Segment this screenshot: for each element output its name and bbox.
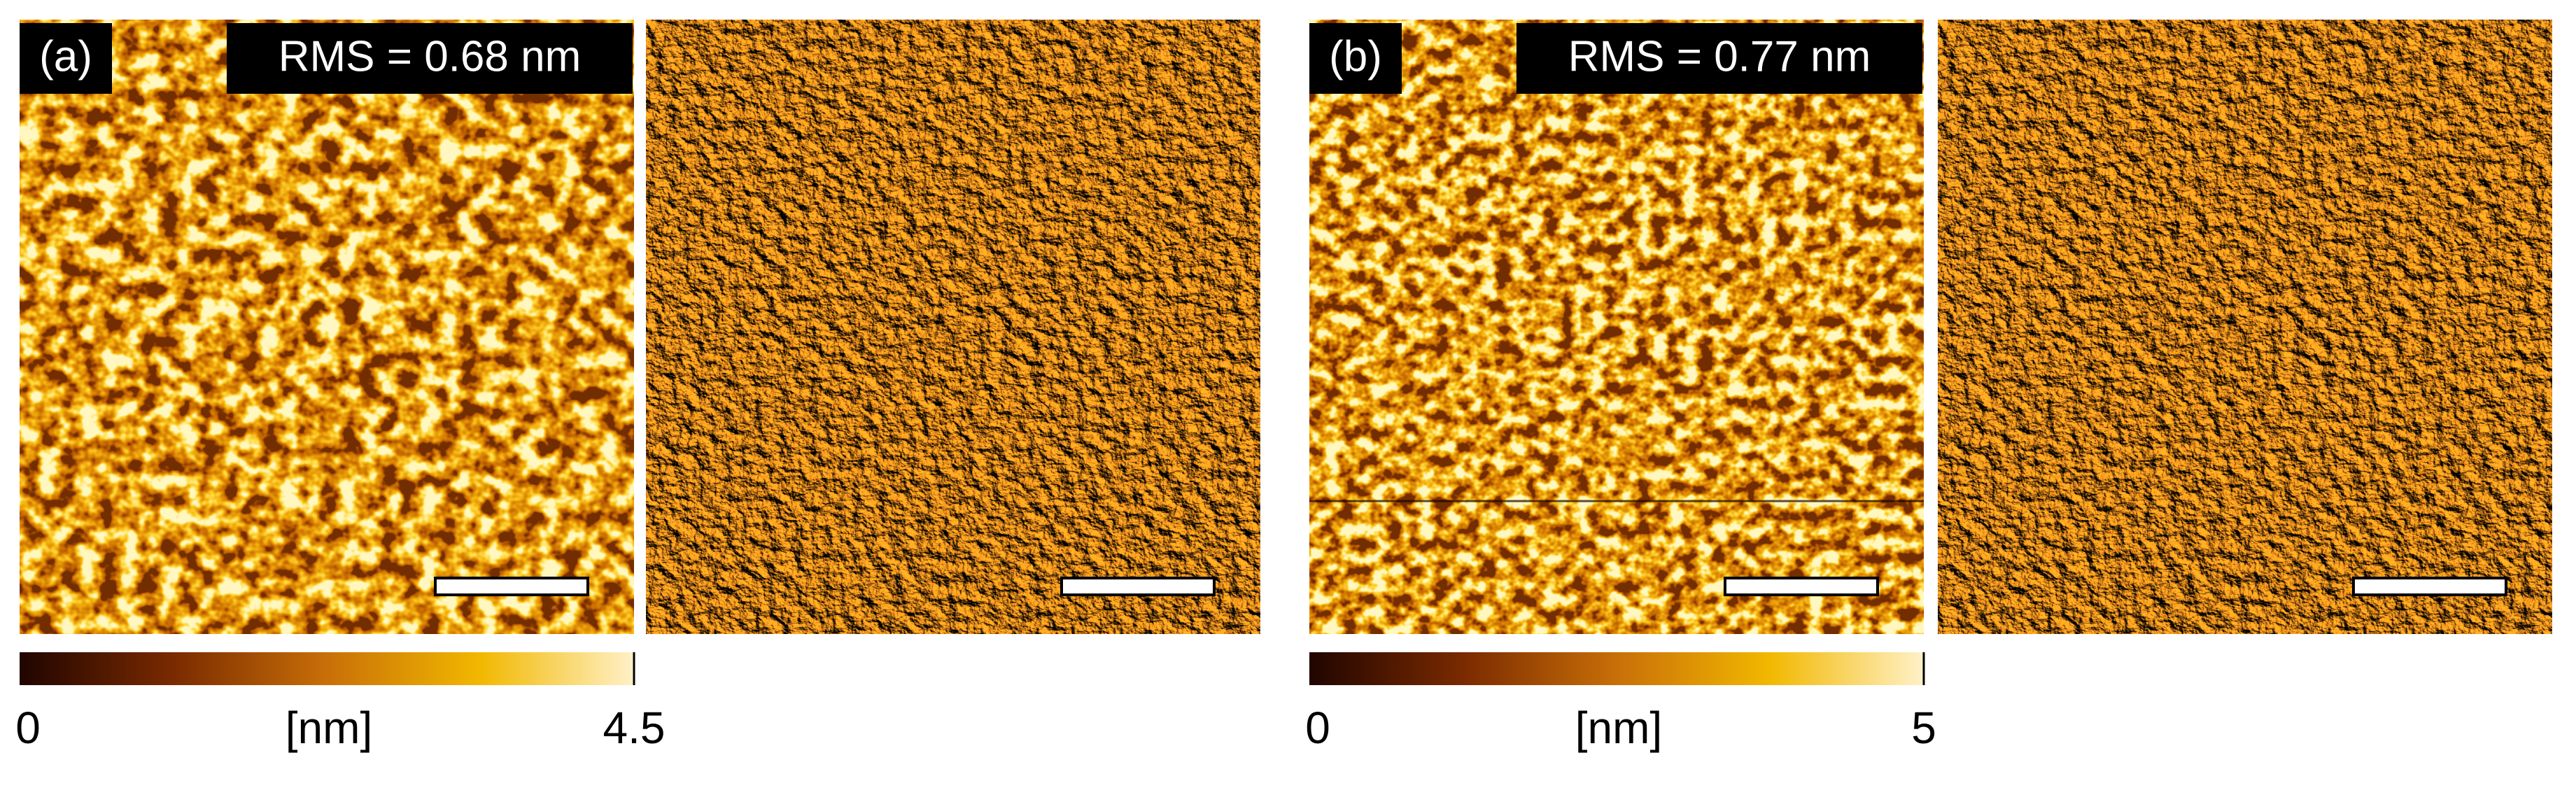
panel-label: (b) — [1329, 32, 1382, 80]
colorbar-min: 0 — [1305, 703, 1330, 753]
rms-label: RMS = 0.68 nm — [279, 32, 581, 80]
panel-b-phase — [1938, 20, 2552, 634]
colorbar-a: 0 [nm] 4.5 — [15, 652, 665, 753]
height-image — [1309, 20, 1924, 634]
scale-bar — [434, 577, 589, 596]
colorbar — [1309, 652, 1924, 685]
panel-b: (b) RMS = 0.77 nm — [1309, 20, 1924, 634]
panel-a-phase — [646, 20, 1260, 634]
colorbar-unit: [nm] — [286, 703, 372, 753]
label-box — [1309, 23, 1402, 94]
rms-box — [1516, 23, 1922, 94]
phase-image — [1938, 20, 2552, 634]
rms-box — [227, 23, 633, 94]
scale-bar — [1060, 577, 1216, 596]
colorbar-min: 0 — [15, 703, 41, 753]
colorbar-max: 5 — [1911, 703, 1936, 753]
scale-bar — [2352, 577, 2507, 596]
colorbar-b: 0 [nm] 5 — [1305, 652, 1936, 753]
rms-label: RMS = 0.77 nm — [1568, 32, 1871, 80]
colorbar — [20, 652, 634, 685]
height-image — [20, 20, 634, 634]
label-box — [20, 23, 112, 94]
colorbar-max: 4.5 — [603, 703, 666, 753]
panel-label: (a) — [39, 32, 92, 80]
panel-a: (a) RMS = 0.68 nm — [20, 20, 634, 634]
colorbar-unit: [nm] — [1575, 703, 1662, 753]
scale-bar — [1724, 577, 1879, 596]
phase-image — [646, 20, 1260, 634]
